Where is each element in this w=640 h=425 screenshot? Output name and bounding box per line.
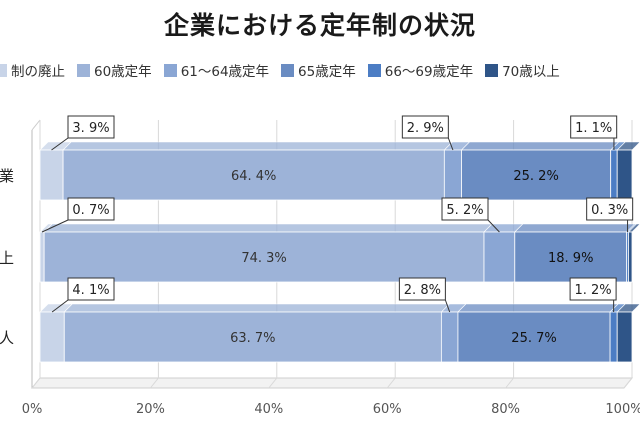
callout-label: 0. 7%	[72, 203, 109, 218]
legend-swatch	[367, 63, 381, 77]
legend-item: 制の廃止	[0, 60, 65, 80]
bar-segment	[609, 311, 618, 363]
bar-segment	[628, 231, 633, 283]
legend-swatch	[77, 63, 90, 77]
bar-segment	[461, 149, 612, 201]
category-label: 人	[0, 329, 14, 347]
callout-box	[441, 197, 489, 221]
bar-segment	[62, 149, 445, 201]
bar-segment	[616, 311, 633, 363]
callout-box	[570, 115, 618, 139]
callout-box	[586, 197, 634, 221]
gridline-depth	[268, 377, 278, 389]
gridline-depth	[505, 377, 514, 389]
callout-leader	[41, 219, 69, 233]
bar-top-face	[62, 141, 454, 151]
gridline-depth	[623, 377, 633, 389]
callout-leader	[51, 299, 69, 313]
callout-box	[67, 115, 115, 139]
bar-top-face	[43, 223, 493, 233]
chart-title: 企業における定年制の状況	[163, 11, 476, 40]
data-label: 25. 7%	[511, 331, 556, 346]
bar-segment	[39, 149, 64, 201]
bar-segment	[39, 311, 65, 363]
legend-label: 70歳以上	[502, 64, 560, 80]
bar-segment	[443, 149, 462, 201]
bar-segment	[457, 311, 611, 363]
callout-label: 2. 8%	[404, 283, 441, 298]
bar-segment	[43, 231, 485, 283]
x-tick-label: 20%	[136, 402, 165, 417]
axis-depth-edge	[31, 119, 41, 131]
x-tick-label: 0%	[22, 402, 43, 417]
data-label: 64. 4%	[231, 169, 276, 184]
callout-label: 3. 9%	[72, 121, 109, 136]
bar-segment	[440, 311, 459, 363]
legend-swatch	[485, 63, 499, 77]
legend-swatch	[281, 63, 295, 77]
bar-segment	[39, 231, 45, 283]
data-label: 25. 2%	[513, 169, 558, 184]
legend-item: 60歳定年	[77, 60, 152, 80]
legend: 制の廃止 60歳定年 61～64歳定年 65歳定年 66～69歳定年 70歳以上	[0, 60, 572, 84]
bar-top-face	[514, 223, 636, 233]
callout-box	[398, 277, 446, 301]
legend-item: 61～64歳定年	[163, 60, 270, 80]
bar-segment	[616, 149, 633, 201]
data-label: 63. 7%	[230, 331, 275, 346]
legend-label: 61～64歳定年	[180, 64, 270, 80]
legend-item: 70歳以上	[485, 60, 560, 80]
callout-label: 4. 1%	[72, 283, 109, 298]
callout-label: 1. 1%	[575, 121, 612, 136]
bar-top-face	[460, 141, 620, 151]
x-tick-label: 60%	[373, 402, 402, 417]
bar-top-face	[457, 303, 619, 313]
bar-segment	[483, 231, 516, 283]
legend-item: 66～69歳定年	[367, 60, 474, 80]
callout-box	[401, 115, 449, 139]
bar-top-face	[63, 303, 451, 313]
legend-swatch	[0, 63, 7, 77]
callout-label: 0. 3%	[591, 203, 628, 218]
callout-leader	[444, 299, 451, 313]
callout-box	[67, 277, 115, 301]
callout-box	[569, 277, 617, 301]
legend-swatch	[163, 63, 177, 77]
callout-leader	[447, 137, 454, 151]
category-label: 業	[0, 167, 14, 185]
legend-label: 66～69歳定年	[384, 64, 474, 80]
data-label: 74. 3%	[241, 251, 286, 266]
callout-label: 1. 2%	[575, 283, 612, 298]
callout-label: 2. 9%	[407, 121, 444, 136]
legend-label: 65歳定年	[298, 64, 356, 80]
callout-box	[67, 197, 115, 221]
x-tick-label: 40%	[254, 402, 283, 417]
chart-floor	[30, 377, 634, 389]
category-label: 上	[0, 249, 14, 267]
x-tick-label: 100%	[605, 402, 640, 417]
bar-segment	[63, 311, 442, 363]
bar-segment	[610, 149, 618, 201]
callout-leader	[51, 137, 69, 151]
legend-label: 60歳定年	[94, 64, 152, 80]
callout-leader	[487, 219, 500, 233]
x-tick-label: 80%	[491, 402, 520, 417]
data-label: 18. 9%	[548, 251, 593, 266]
legend-item: 65歳定年	[281, 60, 356, 80]
gridline-depth	[386, 377, 396, 389]
gridline-depth	[31, 377, 41, 389]
legend-label: 制の廃止	[11, 64, 65, 80]
callout-label: 5. 2%	[446, 203, 483, 218]
gridline-depth	[150, 377, 159, 389]
